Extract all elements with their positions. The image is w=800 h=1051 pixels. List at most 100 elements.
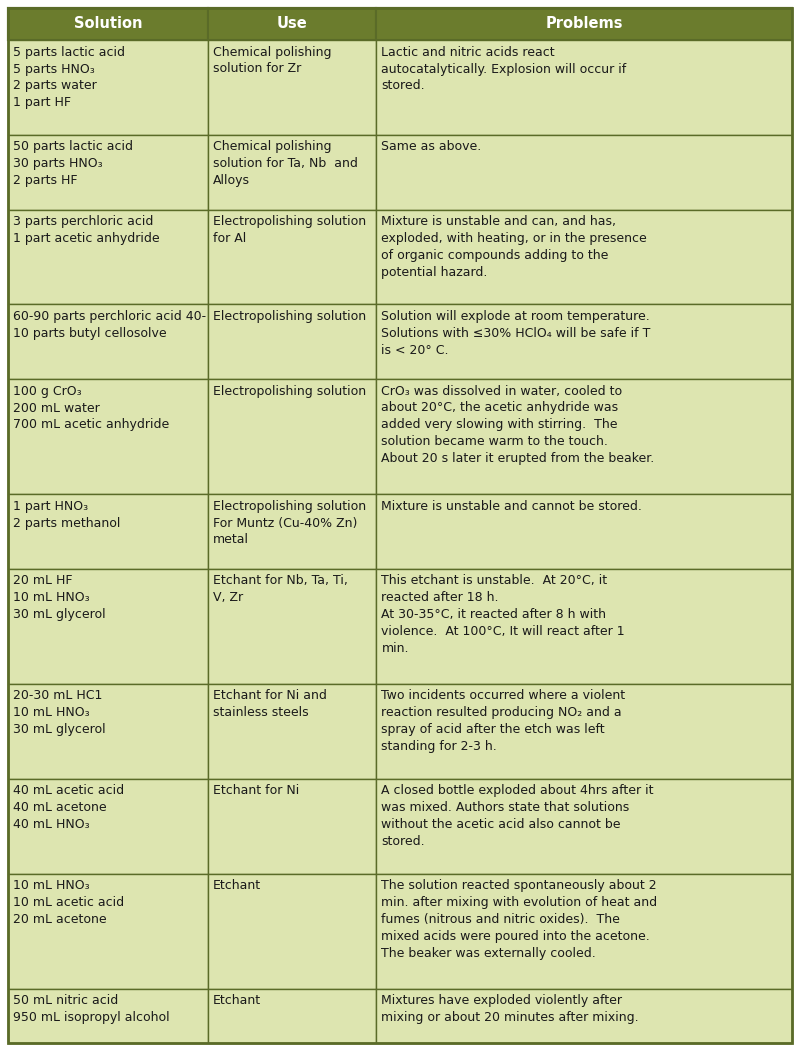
Text: Mixture is unstable and cannot be stored.: Mixture is unstable and cannot be stored… — [382, 499, 642, 513]
Bar — [208, 209, 377, 305]
Text: 5 parts lactic acid: 5 parts lactic acid — [13, 45, 125, 59]
Text: Problems: Problems — [546, 17, 623, 32]
Text: stainless steels: stainless steels — [213, 706, 309, 719]
Text: At 30-35°C, it reacted after 8 h with: At 30-35°C, it reacted after 8 h with — [382, 609, 606, 621]
Text: 20 mL acetone: 20 mL acetone — [13, 913, 106, 926]
Text: Etchant: Etchant — [213, 879, 261, 892]
Text: reacted after 18 h.: reacted after 18 h. — [382, 592, 499, 604]
Text: 40 mL acetone: 40 mL acetone — [13, 801, 106, 815]
Text: mixed acids were poured into the acetone.: mixed acids were poured into the acetone… — [382, 930, 650, 943]
Text: Etchant for Ni and: Etchant for Ni and — [213, 689, 326, 702]
Text: 20 mL HF: 20 mL HF — [13, 574, 73, 588]
Text: 30 parts HNO₃: 30 parts HNO₃ — [13, 158, 102, 170]
Text: was mixed. Authors state that solutions: was mixed. Authors state that solutions — [382, 801, 630, 815]
Text: metal: metal — [213, 534, 249, 547]
Text: potential hazard.: potential hazard. — [382, 266, 488, 279]
Text: 100 g CrO₃: 100 g CrO₃ — [13, 385, 82, 397]
Text: 3 parts perchloric acid: 3 parts perchloric acid — [13, 215, 154, 228]
Text: Use: Use — [277, 17, 307, 32]
Bar — [208, 135, 377, 209]
Text: 40 mL HNO₃: 40 mL HNO₃ — [13, 818, 90, 831]
Bar — [377, 135, 792, 209]
Text: 10 mL acetic acid: 10 mL acetic acid — [13, 897, 124, 909]
Bar — [377, 8, 792, 40]
Bar — [377, 209, 792, 305]
Text: Alloys: Alloys — [213, 174, 250, 187]
Text: Etchant: Etchant — [213, 994, 261, 1007]
Bar — [377, 379, 792, 494]
Text: solution became warm to the touch.: solution became warm to the touch. — [382, 435, 608, 448]
Text: 10 mL HNO₃: 10 mL HNO₃ — [13, 879, 90, 892]
Text: min. after mixing with evolution of heat and: min. after mixing with evolution of heat… — [382, 897, 658, 909]
Text: Electropolishing solution: Electropolishing solution — [213, 385, 366, 397]
Bar — [8, 305, 208, 379]
Bar — [208, 8, 377, 40]
Bar — [208, 379, 377, 494]
Text: 30 mL glycerol: 30 mL glycerol — [13, 723, 106, 736]
Text: Solution: Solution — [74, 17, 142, 32]
Text: autocatalytically. Explosion will occur if: autocatalytically. Explosion will occur … — [382, 62, 626, 76]
Text: 30 mL glycerol: 30 mL glycerol — [13, 609, 106, 621]
Text: is < 20° C.: is < 20° C. — [382, 344, 449, 356]
Bar — [377, 989, 792, 1043]
Bar — [208, 40, 377, 135]
Text: 2 parts HF: 2 parts HF — [13, 174, 78, 187]
Bar — [8, 135, 208, 209]
Bar — [208, 569, 377, 684]
Text: About 20 s later it erupted from the beaker.: About 20 s later it erupted from the bea… — [382, 452, 654, 466]
Text: 950 mL isopropyl alcohol: 950 mL isopropyl alcohol — [13, 1011, 170, 1024]
Text: The beaker was externally cooled.: The beaker was externally cooled. — [382, 947, 596, 960]
Bar — [377, 873, 792, 989]
Bar — [8, 379, 208, 494]
Text: Etchant for Ni: Etchant for Ni — [213, 784, 299, 798]
Bar — [8, 989, 208, 1043]
Bar — [8, 209, 208, 305]
Text: V, Zr: V, Zr — [213, 592, 243, 604]
Text: reaction resulted producing NO₂ and a: reaction resulted producing NO₂ and a — [382, 706, 622, 719]
Text: stored.: stored. — [382, 834, 425, 848]
Bar — [8, 8, 208, 40]
Bar — [208, 494, 377, 569]
Text: spray of acid after the etch was left: spray of acid after the etch was left — [382, 723, 605, 736]
Text: 10 mL HNO₃: 10 mL HNO₃ — [13, 706, 90, 719]
Text: 1 part HNO₃: 1 part HNO₃ — [13, 499, 88, 513]
Text: Solutions with ≤30% HClO₄ will be safe if T: Solutions with ≤30% HClO₄ will be safe i… — [382, 327, 651, 339]
Text: Lactic and nitric acids react: Lactic and nitric acids react — [382, 45, 555, 59]
Bar — [8, 569, 208, 684]
Text: Two incidents occurred where a violent: Two incidents occurred where a violent — [382, 689, 626, 702]
Text: 20-30 mL HC1: 20-30 mL HC1 — [13, 689, 102, 702]
Text: 10 mL HNO₃: 10 mL HNO₃ — [13, 592, 90, 604]
Text: solution for Ta, Nb  and: solution for Ta, Nb and — [213, 158, 358, 170]
Text: Electropolishing solution: Electropolishing solution — [213, 310, 366, 323]
Text: Solution will explode at room temperature.: Solution will explode at room temperatur… — [382, 310, 650, 323]
Text: for Al: for Al — [213, 232, 246, 245]
Text: fumes (nitrous and nitric oxides).  The: fumes (nitrous and nitric oxides). The — [382, 913, 620, 926]
Text: This etchant is unstable.  At 20°C, it: This etchant is unstable. At 20°C, it — [382, 574, 608, 588]
Text: about 20°C, the acetic anhydride was: about 20°C, the acetic anhydride was — [382, 401, 618, 414]
Text: mixing or about 20 minutes after mixing.: mixing or about 20 minutes after mixing. — [382, 1011, 639, 1024]
Text: CrO₃ was dissolved in water, cooled to: CrO₃ was dissolved in water, cooled to — [382, 385, 622, 397]
Text: 200 mL water: 200 mL water — [13, 401, 100, 414]
Text: standing for 2-3 h.: standing for 2-3 h. — [382, 740, 498, 753]
Text: Same as above.: Same as above. — [382, 141, 482, 153]
Bar — [8, 779, 208, 873]
Bar — [8, 8, 792, 40]
Text: 50 parts lactic acid: 50 parts lactic acid — [13, 141, 133, 153]
Text: The solution reacted spontaneously about 2: The solution reacted spontaneously about… — [382, 879, 657, 892]
Bar — [377, 40, 792, 135]
Text: 2 parts methanol: 2 parts methanol — [13, 517, 120, 530]
Text: violence.  At 100°C, It will react after 1: violence. At 100°C, It will react after … — [382, 625, 625, 638]
Text: A closed bottle exploded about 4hrs after it: A closed bottle exploded about 4hrs afte… — [382, 784, 654, 798]
Text: 40 mL acetic acid: 40 mL acetic acid — [13, 784, 124, 798]
Bar — [208, 684, 377, 779]
Text: solution for Zr: solution for Zr — [213, 62, 301, 76]
Text: 1 part acetic anhydride: 1 part acetic anhydride — [13, 232, 160, 245]
Text: Electropolishing solution: Electropolishing solution — [213, 499, 366, 513]
Text: Electropolishing solution: Electropolishing solution — [213, 215, 366, 228]
Text: min.: min. — [382, 642, 409, 655]
Text: 1 part HF: 1 part HF — [13, 97, 71, 109]
Text: Chemical polishing: Chemical polishing — [213, 141, 331, 153]
Text: stored.: stored. — [382, 80, 425, 92]
Bar — [377, 305, 792, 379]
Text: 50 mL nitric acid: 50 mL nitric acid — [13, 994, 118, 1007]
